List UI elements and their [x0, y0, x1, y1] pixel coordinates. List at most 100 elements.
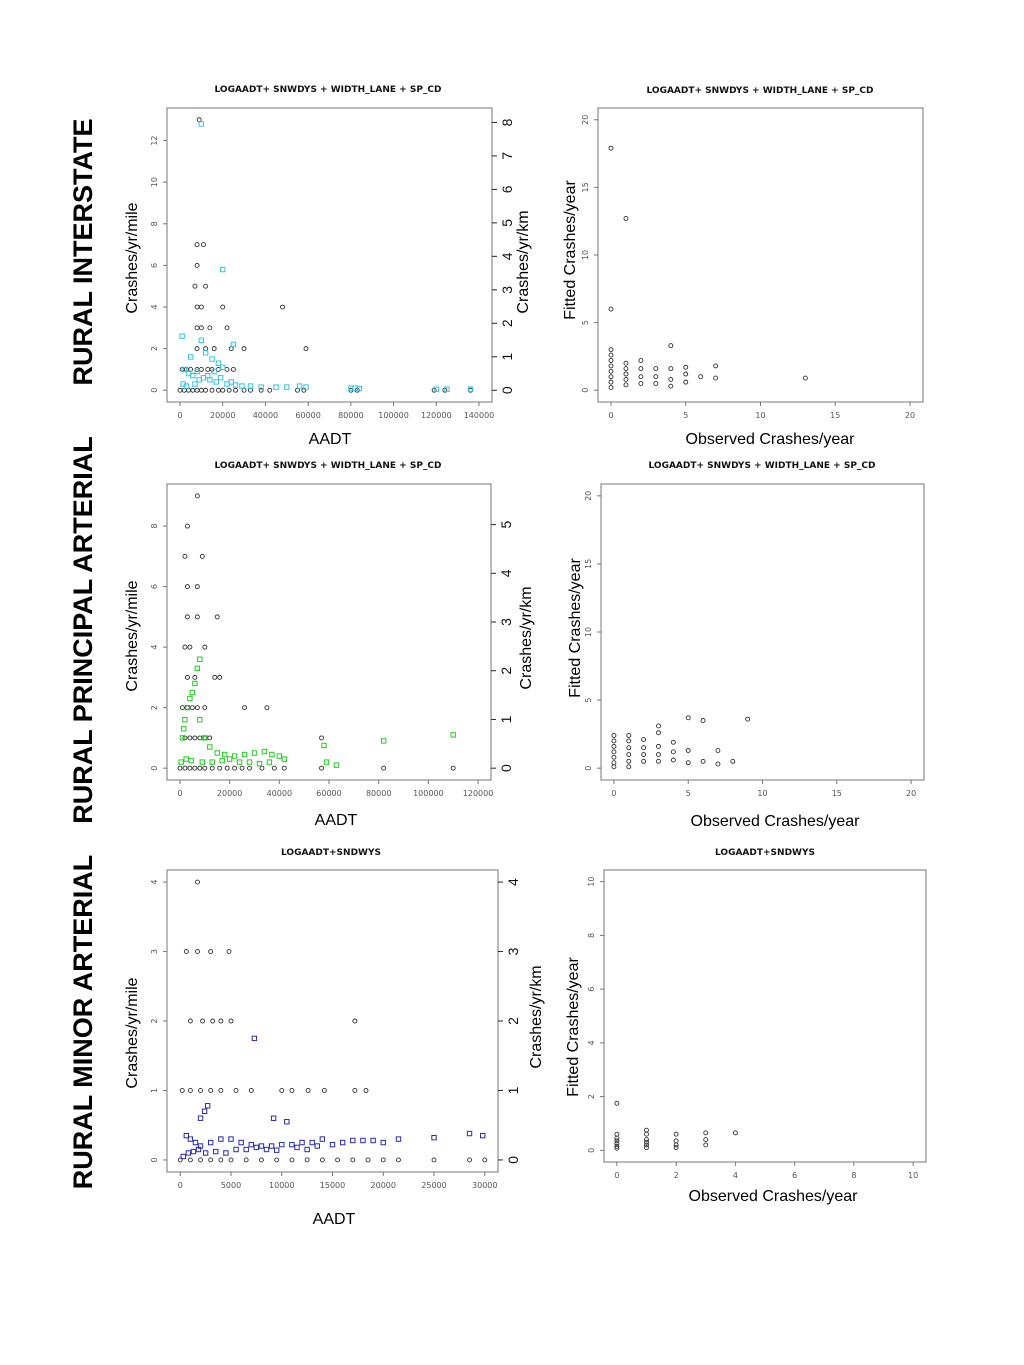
x-tick-label: 140000: [464, 411, 495, 420]
data-point: [668, 366, 674, 372]
data-point: [395, 1136, 402, 1142]
data-point: [303, 384, 309, 390]
series-1: [177, 117, 473, 393]
data-point: [215, 366, 221, 372]
data-point: [294, 1144, 300, 1151]
data-point: [356, 385, 363, 392]
x-tick-label: 60000: [316, 789, 341, 798]
data-point: [626, 738, 632, 744]
data-point: [352, 1088, 358, 1093]
data-point: [802, 375, 808, 381]
data-point: [611, 749, 617, 755]
x-axis-label: AADT: [315, 812, 358, 829]
data-point: [611, 760, 617, 766]
data-point: [192, 674, 198, 680]
y2-tick-label: 3: [498, 618, 514, 626]
data-point: [614, 1143, 620, 1149]
data-point: [228, 1136, 234, 1142]
data-point: [319, 765, 324, 771]
data-point: [303, 346, 309, 352]
data-point: [638, 366, 644, 372]
data-point: [183, 949, 189, 954]
data-point: [304, 1157, 310, 1163]
data-point: [226, 387, 232, 393]
data-point: [226, 949, 232, 954]
series-2: [180, 1035, 486, 1160]
x-tick-label: 10: [755, 411, 765, 420]
data-point: [180, 726, 187, 732]
y-tick-label: 0: [150, 1157, 159, 1162]
x-tick-label: 25000: [421, 1181, 446, 1190]
y-tick-label: 3: [150, 949, 159, 954]
data-point: [314, 1143, 320, 1149]
y2-tick-label: 4: [498, 569, 514, 577]
data-point: [202, 1150, 209, 1156]
data-point: [685, 760, 691, 766]
data-point: [350, 1157, 356, 1163]
data-point: [214, 614, 220, 620]
data-point: [182, 644, 188, 650]
data-point: [289, 1141, 295, 1148]
data-point: [611, 764, 617, 770]
data-point: [209, 759, 215, 765]
data-point: [179, 735, 186, 741]
y-tick-label: 0: [150, 388, 159, 393]
chart-panel-4: LOGAADT+ SNWDYS + WIDTH_LANE + SP_CD 0 5 10…: [567, 461, 925, 830]
data-point: [197, 717, 203, 723]
x-tick-label: 15: [832, 789, 842, 798]
data-point: [182, 553, 188, 559]
data-point: [656, 723, 661, 729]
y-tick-label: 4: [150, 645, 159, 650]
data-point: [608, 379, 614, 385]
y2-tick-label: 5: [498, 520, 514, 528]
data-point: [608, 374, 614, 380]
y-tick-label: 2: [587, 1094, 596, 1099]
data-point: [187, 1088, 193, 1093]
data-point: [178, 759, 184, 765]
row-label-principal-arterial: RURAL PRINCIPAL ARTERIAL: [68, 436, 98, 824]
y2-tick-label: 5: [499, 219, 515, 227]
data-point: [365, 1157, 371, 1163]
y-tick-label: 5: [581, 320, 590, 325]
x-tick-label: 0: [177, 789, 182, 798]
data-point: [185, 1150, 192, 1156]
data-point: [730, 758, 736, 764]
data-point: [209, 387, 215, 393]
data-point: [431, 1134, 437, 1141]
data-point: [339, 1139, 346, 1146]
data-point: [202, 644, 208, 650]
data-point: [644, 1127, 649, 1133]
y-tick-label: 10: [150, 177, 159, 187]
x-tick-label: 10: [757, 789, 767, 798]
x-tick-label: 20000: [210, 411, 235, 420]
chart-panel-1: LOGAADT+ SNWDYS + WIDTH_LANE + SP_CD 0 200…: [124, 85, 532, 448]
x-tick-label: 4: [733, 1171, 738, 1180]
x-tick-label: 100000: [413, 789, 444, 798]
x-tick-label: 15: [830, 411, 840, 420]
x-tick-label: 0: [178, 1181, 183, 1190]
data-point: [732, 1130, 738, 1136]
data-point: [319, 1157, 325, 1163]
data-point: [219, 757, 225, 764]
data-point: [210, 1018, 216, 1024]
data-point: [608, 145, 614, 151]
data-point: [258, 384, 264, 390]
chart-title: LOGAADT+ SNWDYS + WIDTH_LANE + SP_CD: [215, 85, 442, 95]
y2-tick-label: 6: [499, 185, 515, 193]
data-point: [329, 1141, 336, 1148]
data-point: [380, 1139, 386, 1146]
y-tick-label: 12: [150, 135, 159, 145]
data-point: [251, 1035, 258, 1042]
data-point: [198, 366, 204, 372]
series-1: [608, 145, 808, 390]
data-point: [611, 733, 617, 738]
y-tick-label: 4: [150, 880, 159, 885]
y2-tick-label: 8: [499, 118, 515, 126]
data-point: [228, 346, 234, 352]
data-point: [204, 1103, 211, 1109]
x-tick-label: 5000: [221, 1181, 241, 1190]
data-point: [179, 1088, 185, 1093]
y-tick-label: 6: [587, 987, 596, 992]
data-point: [226, 756, 233, 762]
